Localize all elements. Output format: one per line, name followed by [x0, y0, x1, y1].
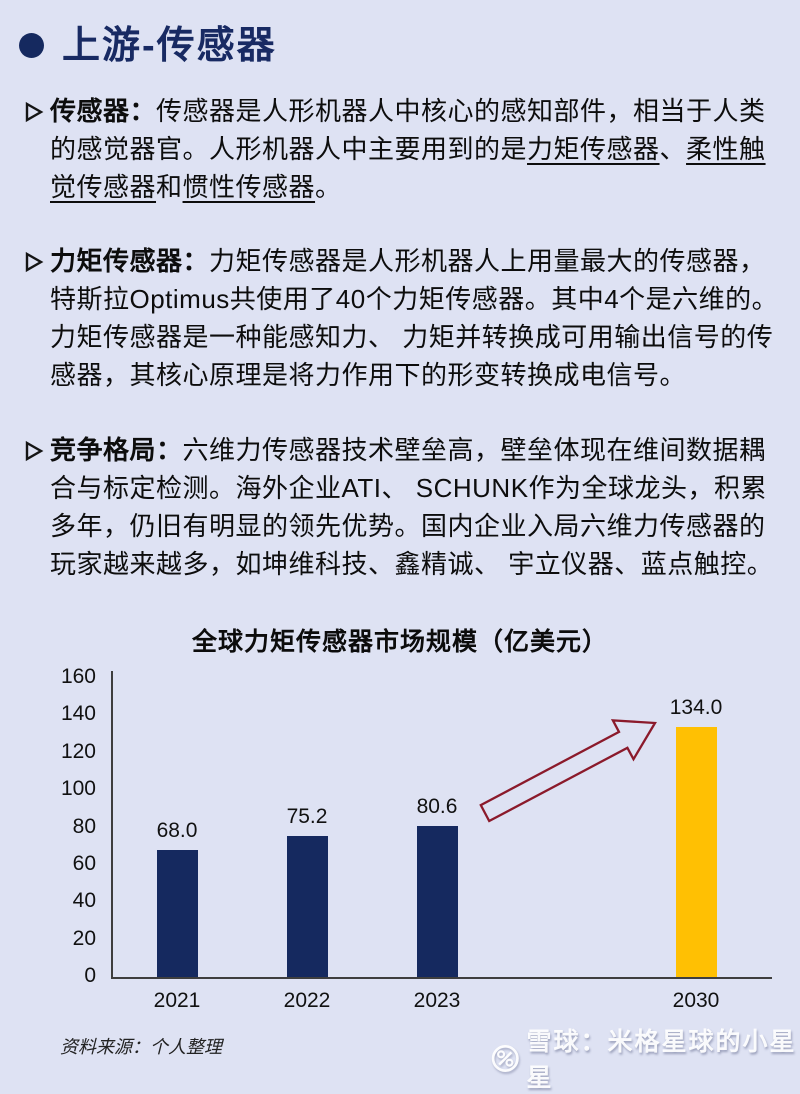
text-segment-underlined: 柔性触 觉传感器: [50, 134, 766, 202]
y-tick-label: 80: [72, 814, 96, 838]
chart-bar-2021: [156, 849, 198, 977]
text-segment: 力矩传感器：: [50, 246, 210, 276]
text-segment: 。: [315, 172, 342, 202]
text-segment-underlined: 惯性传感器: [182, 172, 316, 202]
y-tick-label: 60: [72, 851, 96, 875]
y-tick-label: 40: [72, 889, 96, 913]
text-segment-underlined: 力矩传感器: [527, 134, 660, 164]
paragraph-text: 力矩传感器：力矩传感器是人形机器人上用量最大的传感器， 特斯拉Optimus共使…: [50, 242, 794, 394]
x-tick-label: 2021: [153, 989, 201, 1012]
page-title: 上游-传感器: [62, 25, 277, 67]
text-segment: 传感器：: [50, 96, 157, 126]
y-tick-label: 0: [84, 964, 96, 987]
text-segment: 竞争格局：: [50, 435, 183, 465]
paragraph-torque-sensor: 力矩传感器：力矩传感器是人形机器人上用量最大的传感器， 特斯拉Optimus共使…: [24, 242, 794, 394]
text-segment: 力矩传感器是人形机器人上用量最大的传感器， 特斯拉Optimus共使用了40个力…: [50, 246, 779, 390]
arrow-bullet-icon: [24, 101, 50, 128]
growth-arrow-shape: [479, 719, 657, 823]
paragraph-sensor: 传感器：传感器是人形机器人中核心的感知部件，相当于人类 的感觉器官。人形机器人中…: [24, 92, 794, 206]
x-axis-line: [111, 977, 772, 979]
chart-plot: 0 20 40 60 80 100 120 140 160 68.0 2021 75.2 2022 80.…: [0, 655, 800, 1015]
y-axis-line: [111, 671, 113, 979]
text-segment: 六维力传感器技术壁垒高，壁垒体现在维间数据耦 合与标定检测。海外企业ATI、 S…: [50, 435, 774, 579]
bar-value-label: 75.2: [286, 805, 328, 829]
bar-value-label: 80.6: [416, 795, 458, 819]
y-tick-label: 100: [60, 777, 96, 801]
bar-value-label: 68.0: [156, 818, 198, 842]
paragraph-text: 传感器：传感器是人形机器人中核心的感知部件，相当于人类 的感觉器官。人形机器人中…: [50, 92, 794, 206]
y-tick-label: 140: [60, 702, 96, 726]
watermark-text: 雪球：米格星球的小星星: [526, 1028, 797, 1092]
bullet-dot: [19, 33, 44, 58]
paragraph-competition: 竞争格局：六维力传感器技术壁垒高，壁垒体现在维间数据耦 合与标定检测。海外企业A…: [24, 431, 794, 583]
x-tick-label: 2023: [413, 989, 461, 1012]
text-segment: 、: [659, 134, 687, 164]
arrow-bullet-icon: [24, 440, 50, 467]
y-tick-label: 120: [60, 739, 96, 763]
arrow-bullet-icon: [24, 251, 50, 278]
xueqiu-snowball-logo-icon: [491, 1044, 519, 1072]
source-note: 资料来源：个人整理: [60, 1037, 222, 1057]
bar-value-label: 134.0: [669, 695, 723, 719]
chart-title: 全球力矩传感器市场规模（亿美元）: [191, 628, 608, 656]
text-segment: 传感器是人形机器人中核心的感知部件，相当于人类 的感觉器官。人形机器人中主要用到…: [50, 96, 766, 164]
text-segment: 和: [156, 172, 183, 202]
slide-page: 上游-传感器 传感器：传感器是人形机器人中核心的感知部件，相当于人类 的感觉器官…: [0, 25, 800, 1092]
chart-bar-2023: [416, 826, 458, 977]
paragraph-text: 竞争格局：六维力传感器技术壁垒高，壁垒体现在维间数据耦 合与标定检测。海外企业A…: [50, 431, 794, 583]
growth-arrow-icon: [479, 719, 657, 823]
y-tick-label: 160: [60, 665, 96, 688]
x-tick-label: 2030: [672, 989, 720, 1012]
y-tick-label: 20: [72, 926, 96, 950]
watermark: 雪球：米格星球的小星星: [491, 1022, 800, 1094]
bar-chart: 全球力矩传感器市场规模（亿美元） 0 20 40 60 80 100 120 140 160 68…: [0, 620, 800, 1020]
chart-bar-2022: [286, 836, 328, 977]
chart-bar-2030: [675, 726, 717, 977]
x-tick-label: 2022: [283, 989, 331, 1012]
